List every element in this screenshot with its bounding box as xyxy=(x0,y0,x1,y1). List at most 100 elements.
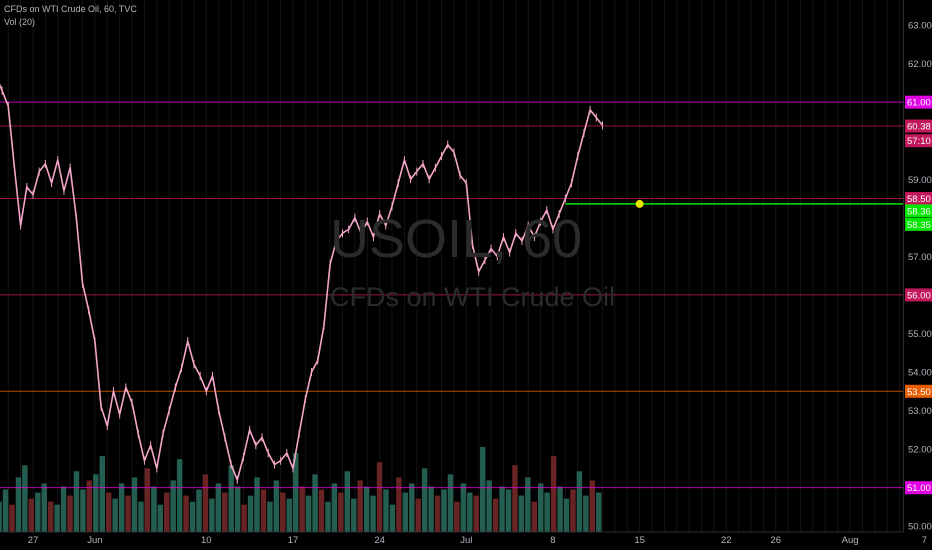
volume-bar xyxy=(344,471,351,532)
volume-bar xyxy=(447,474,454,532)
volume-bar xyxy=(202,474,209,532)
volume-bar xyxy=(15,477,22,532)
volume-bar xyxy=(189,501,196,532)
volume-bar xyxy=(563,498,570,532)
y-tick-label: 54.00 xyxy=(908,368,932,379)
y-tick-label: 53.00 xyxy=(908,406,932,417)
volume-bar xyxy=(583,495,589,532)
volume-bar xyxy=(550,456,557,532)
volume-bar xyxy=(196,489,202,532)
level-badge-bg xyxy=(905,95,932,109)
volume-bar xyxy=(118,483,125,532)
watermark-symbol: USOIL, 60 xyxy=(330,209,583,269)
x-tick-label: 17 xyxy=(288,535,299,546)
volume-bar xyxy=(505,489,512,532)
volume-bar xyxy=(86,480,93,532)
volume-bar xyxy=(357,480,363,532)
volume-bar xyxy=(157,504,164,532)
y-tick-label: 50.00 xyxy=(908,522,932,533)
volume-bar xyxy=(596,492,602,532)
volume-bar xyxy=(80,489,86,532)
legend-volume: Vol (20) xyxy=(4,17,36,27)
volume-bar xyxy=(138,501,144,532)
y-tick-label: 63.00 xyxy=(908,21,932,32)
price-badge: 58.36 xyxy=(907,206,931,217)
x-tick-label: 8 xyxy=(550,535,555,546)
volume-bar xyxy=(2,489,9,532)
level-badge-bg xyxy=(905,384,932,398)
volume-bar xyxy=(131,477,138,532)
volume-bar xyxy=(151,486,157,532)
volume-bar xyxy=(241,504,247,532)
volume-bar xyxy=(589,480,596,532)
volume-bar xyxy=(396,477,402,532)
volume-bar xyxy=(486,480,492,532)
volume-bar xyxy=(331,483,338,532)
volume-bar xyxy=(467,492,473,532)
x-tick-label: 10 xyxy=(201,535,212,546)
volume-bar xyxy=(570,489,576,532)
volume-bar xyxy=(299,486,305,532)
volume-bar xyxy=(305,495,312,532)
watermark-description: CFDs on WTI Crude Oil xyxy=(330,282,616,312)
volume-bar xyxy=(434,495,441,532)
ray-anchor-marker xyxy=(635,199,644,208)
volume-bar xyxy=(370,495,376,532)
x-tick-label: 7 xyxy=(922,535,927,546)
volume-bar xyxy=(383,489,389,532)
volume-bar xyxy=(228,465,234,532)
volume-bar xyxy=(254,477,260,532)
price-badge: 58.35 xyxy=(907,220,931,231)
volume-bar xyxy=(47,501,54,532)
x-tick-label: 24 xyxy=(374,535,385,546)
volume-bar xyxy=(557,486,563,532)
volume-bar xyxy=(170,480,176,532)
volume-bar xyxy=(376,462,383,532)
level-badge-bg xyxy=(905,481,932,495)
volume-bar xyxy=(247,495,254,532)
volume-bar xyxy=(492,498,499,532)
volume-bar xyxy=(338,492,344,532)
volume-bar xyxy=(35,492,41,532)
y-tick-label: 59.00 xyxy=(908,175,932,186)
y-tick-label: 57.00 xyxy=(908,252,932,263)
level-badge-bg xyxy=(905,192,932,206)
volume-bar xyxy=(292,453,299,532)
volume-bar xyxy=(9,504,15,532)
volume-bar xyxy=(479,447,486,532)
volume-bar xyxy=(67,495,73,532)
x-tick-label: 27 xyxy=(28,535,39,546)
volume-bar xyxy=(460,483,467,532)
volume-bar xyxy=(234,486,241,532)
volume-bar xyxy=(531,501,538,532)
x-tick-label: Jul xyxy=(460,535,472,546)
volume-bar xyxy=(60,486,67,532)
x-tick-label: 22 xyxy=(721,535,732,546)
volume-bar xyxy=(99,456,105,532)
volume-bar xyxy=(105,492,112,532)
volume-bar xyxy=(499,486,505,532)
volume-bar xyxy=(22,465,28,532)
volume-bar xyxy=(544,492,550,532)
volume-bar xyxy=(428,486,434,532)
volume-bar xyxy=(518,495,525,532)
x-tick-label: 15 xyxy=(634,535,645,546)
volume-bar xyxy=(164,492,170,532)
volume-bar xyxy=(267,501,273,532)
level-badge-bg xyxy=(905,119,932,133)
volume-bar xyxy=(363,486,370,532)
x-tick-label: Jun xyxy=(87,535,102,546)
volume-bar xyxy=(222,492,228,532)
volume-bar xyxy=(144,468,151,532)
x-tick-label: Aug xyxy=(842,535,859,546)
volume-bar xyxy=(280,492,286,532)
volume-bar xyxy=(318,489,325,532)
volume-bar xyxy=(421,468,428,532)
level-badge: 60.38 xyxy=(907,122,931,133)
y-tick-label: 62.00 xyxy=(908,59,932,70)
volume-bar xyxy=(512,465,518,532)
price-badge-bg xyxy=(905,204,932,218)
volume-bar xyxy=(125,495,131,532)
volume-bar xyxy=(415,498,421,532)
